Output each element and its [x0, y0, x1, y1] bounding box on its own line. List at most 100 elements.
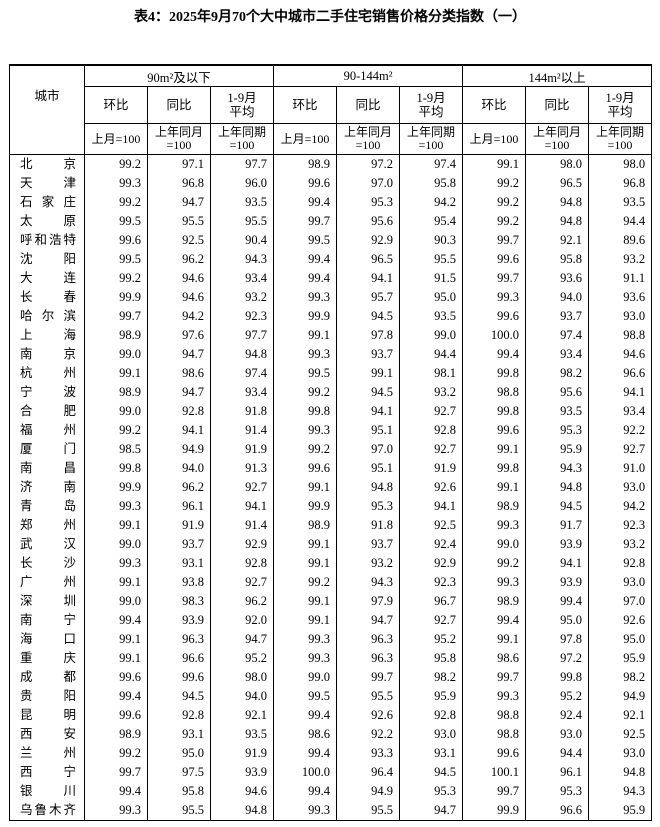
index-value: 100.0: [462, 326, 527, 345]
city-row: 南昌 99.8 94.0 91.3 99.6 95.1 91.9 99.8 94.3 91.0: [9, 459, 653, 478]
index-value: 98.9: [273, 154, 338, 174]
index-value: 94.3: [588, 782, 653, 801]
index-value: 94.8: [209, 801, 275, 821]
index-value: 99.1: [84, 516, 148, 535]
index-value: 98.9: [84, 383, 148, 402]
index-value: 96.5: [336, 250, 401, 269]
index-value: 95.8: [399, 174, 464, 193]
index-value: 93.0: [525, 725, 590, 744]
index-value: 99.9: [273, 307, 338, 326]
column-header: 1-9月 平均: [209, 86, 275, 124]
index-value: 94.5: [336, 307, 401, 326]
city-name: 广州: [9, 573, 85, 592]
index-value: 99.7: [462, 782, 527, 801]
index-value: 94.8: [525, 212, 590, 231]
index-value: 92.4: [525, 706, 590, 725]
index-value: 100.1: [462, 763, 527, 782]
index-value: 99.0: [399, 326, 464, 345]
index-value: 99.1: [84, 364, 148, 383]
index-value: 99.0: [462, 535, 527, 554]
city-name: 西宁: [9, 763, 85, 782]
index-value: 99.5: [273, 231, 338, 250]
index-value: 94.9: [336, 782, 401, 801]
city-row: 郑州 99.1 91.9 91.4 98.9 91.8 92.5 99.3 91.7 92.3: [9, 516, 653, 535]
city-row: 南宁 99.4 93.9 92.0 99.1 94.7 92.7 99.4 95.0 92.6: [9, 611, 653, 630]
city-row: 福州 99.2 94.1 91.4 99.3 95.1 92.8 99.6 95.3 92.2: [9, 421, 653, 440]
city-name: 南京: [9, 345, 85, 364]
index-value: 99.3: [462, 516, 527, 535]
column-header-row: 环比 同比 1-9月 平均 环比 同比 1-9月 平均 环比 同比 1-9月 平均: [10, 86, 653, 124]
unit-header: 上月=100: [462, 123, 527, 155]
index-value: 99.5: [84, 250, 148, 269]
index-value: 92.3: [209, 307, 275, 326]
index-value: 91.3: [209, 459, 275, 478]
city-row: 太原 99.5 95.5 95.5 99.7 95.6 95.4 99.2 94.8 94.4: [9, 212, 653, 231]
index-value: 99.3: [84, 174, 148, 193]
city-name: 厦门: [9, 440, 85, 459]
index-value: 89.6: [588, 231, 653, 250]
city-row: 哈尔滨 99.7 94.2 92.3 99.9 94.5 93.5 99.6 93.7 93.0: [9, 307, 653, 326]
index-value: 94.3: [336, 573, 401, 592]
index-value: 98.2: [399, 668, 464, 687]
index-value: 93.4: [588, 402, 653, 421]
index-value: 97.4: [399, 154, 464, 174]
city-name: 福州: [9, 421, 85, 440]
index-value: 95.0: [588, 630, 653, 649]
index-value: 90.4: [209, 231, 275, 250]
index-value: 93.7: [336, 345, 401, 364]
index-value: 94.1: [336, 269, 401, 288]
index-value: 99.3: [462, 573, 527, 592]
city-name: 大连: [9, 269, 85, 288]
index-value: 99.3: [84, 801, 148, 821]
city-row: 上海 98.9 97.6 97.7 99.1 97.8 99.0 100.0 97.4 98.8: [9, 326, 653, 345]
index-value: 99.8: [462, 459, 527, 478]
city-row: 北京 99.2 97.1 97.7 98.9 97.2 97.4 99.1 98.0 98.0: [9, 154, 653, 174]
index-value: 96.3: [147, 630, 211, 649]
index-value: 99.4: [273, 250, 338, 269]
city-row: 昆明 99.6 92.8 92.1 99.4 92.6 92.8 98.8 92.4 92.1: [9, 706, 653, 725]
city-row: 西安 98.9 93.1 93.5 98.6 92.2 93.0 98.8 93.0 92.5: [9, 725, 653, 744]
city-name: 昆明: [9, 706, 85, 725]
index-value: 94.8: [209, 345, 275, 364]
index-value: 95.3: [525, 782, 590, 801]
index-value: 93.0: [399, 725, 464, 744]
city-row: 石家庄 99.2 94.7 93.5 99.4 95.3 94.2 99.2 94.8 93.5: [9, 193, 653, 212]
index-value: 99.3: [273, 649, 338, 668]
index-value: 92.2: [588, 421, 653, 440]
city-name: 南宁: [9, 611, 85, 630]
index-value: 99.7: [273, 212, 338, 231]
index-value: 99.7: [462, 269, 527, 288]
index-value: 96.6: [525, 801, 590, 821]
index-value: 98.9: [84, 725, 148, 744]
index-value: 99.6: [273, 459, 338, 478]
index-value: 99.3: [273, 630, 338, 649]
city-name: 天津: [9, 174, 85, 193]
index-value: 96.0: [209, 174, 275, 193]
unit-header: 上年同期 =100: [399, 123, 464, 155]
index-value: 92.1: [588, 706, 653, 725]
index-value: 94.4: [525, 744, 590, 763]
index-value: 99.3: [273, 345, 338, 364]
index-value: 95.5: [399, 250, 464, 269]
index-value: 96.6: [588, 364, 653, 383]
index-value: 95.8: [399, 649, 464, 668]
index-value: 95.3: [399, 782, 464, 801]
index-value: 99.8: [462, 364, 527, 383]
index-value: 99.6: [462, 250, 527, 269]
city-name: 长春: [9, 288, 85, 307]
city-row: 广州 99.1 93.8 92.7 99.2 94.3 92.3 99.3 93.9 93.0: [9, 573, 653, 592]
index-value: 95.5: [209, 212, 275, 231]
unit-header: 上年同期 =100: [588, 123, 653, 155]
city-row: 厦门 98.5 94.9 91.9 99.2 97.0 92.7 99.1 95.9 92.7: [9, 440, 653, 459]
city-name: 宁波: [9, 383, 85, 402]
index-value: 91.0: [588, 459, 653, 478]
index-value: 94.7: [147, 193, 211, 212]
index-value: 92.0: [209, 611, 275, 630]
city-row: 天津 99.3 96.8 96.0 99.6 97.0 95.8 99.2 96.5 96.8: [9, 174, 653, 193]
index-value: 98.8: [588, 326, 653, 345]
index-value: 99.4: [273, 782, 338, 801]
index-value: 94.1: [588, 383, 653, 402]
index-value: 98.0: [525, 154, 590, 174]
index-value: 94.5: [147, 687, 211, 706]
index-value: 99.2: [273, 440, 338, 459]
